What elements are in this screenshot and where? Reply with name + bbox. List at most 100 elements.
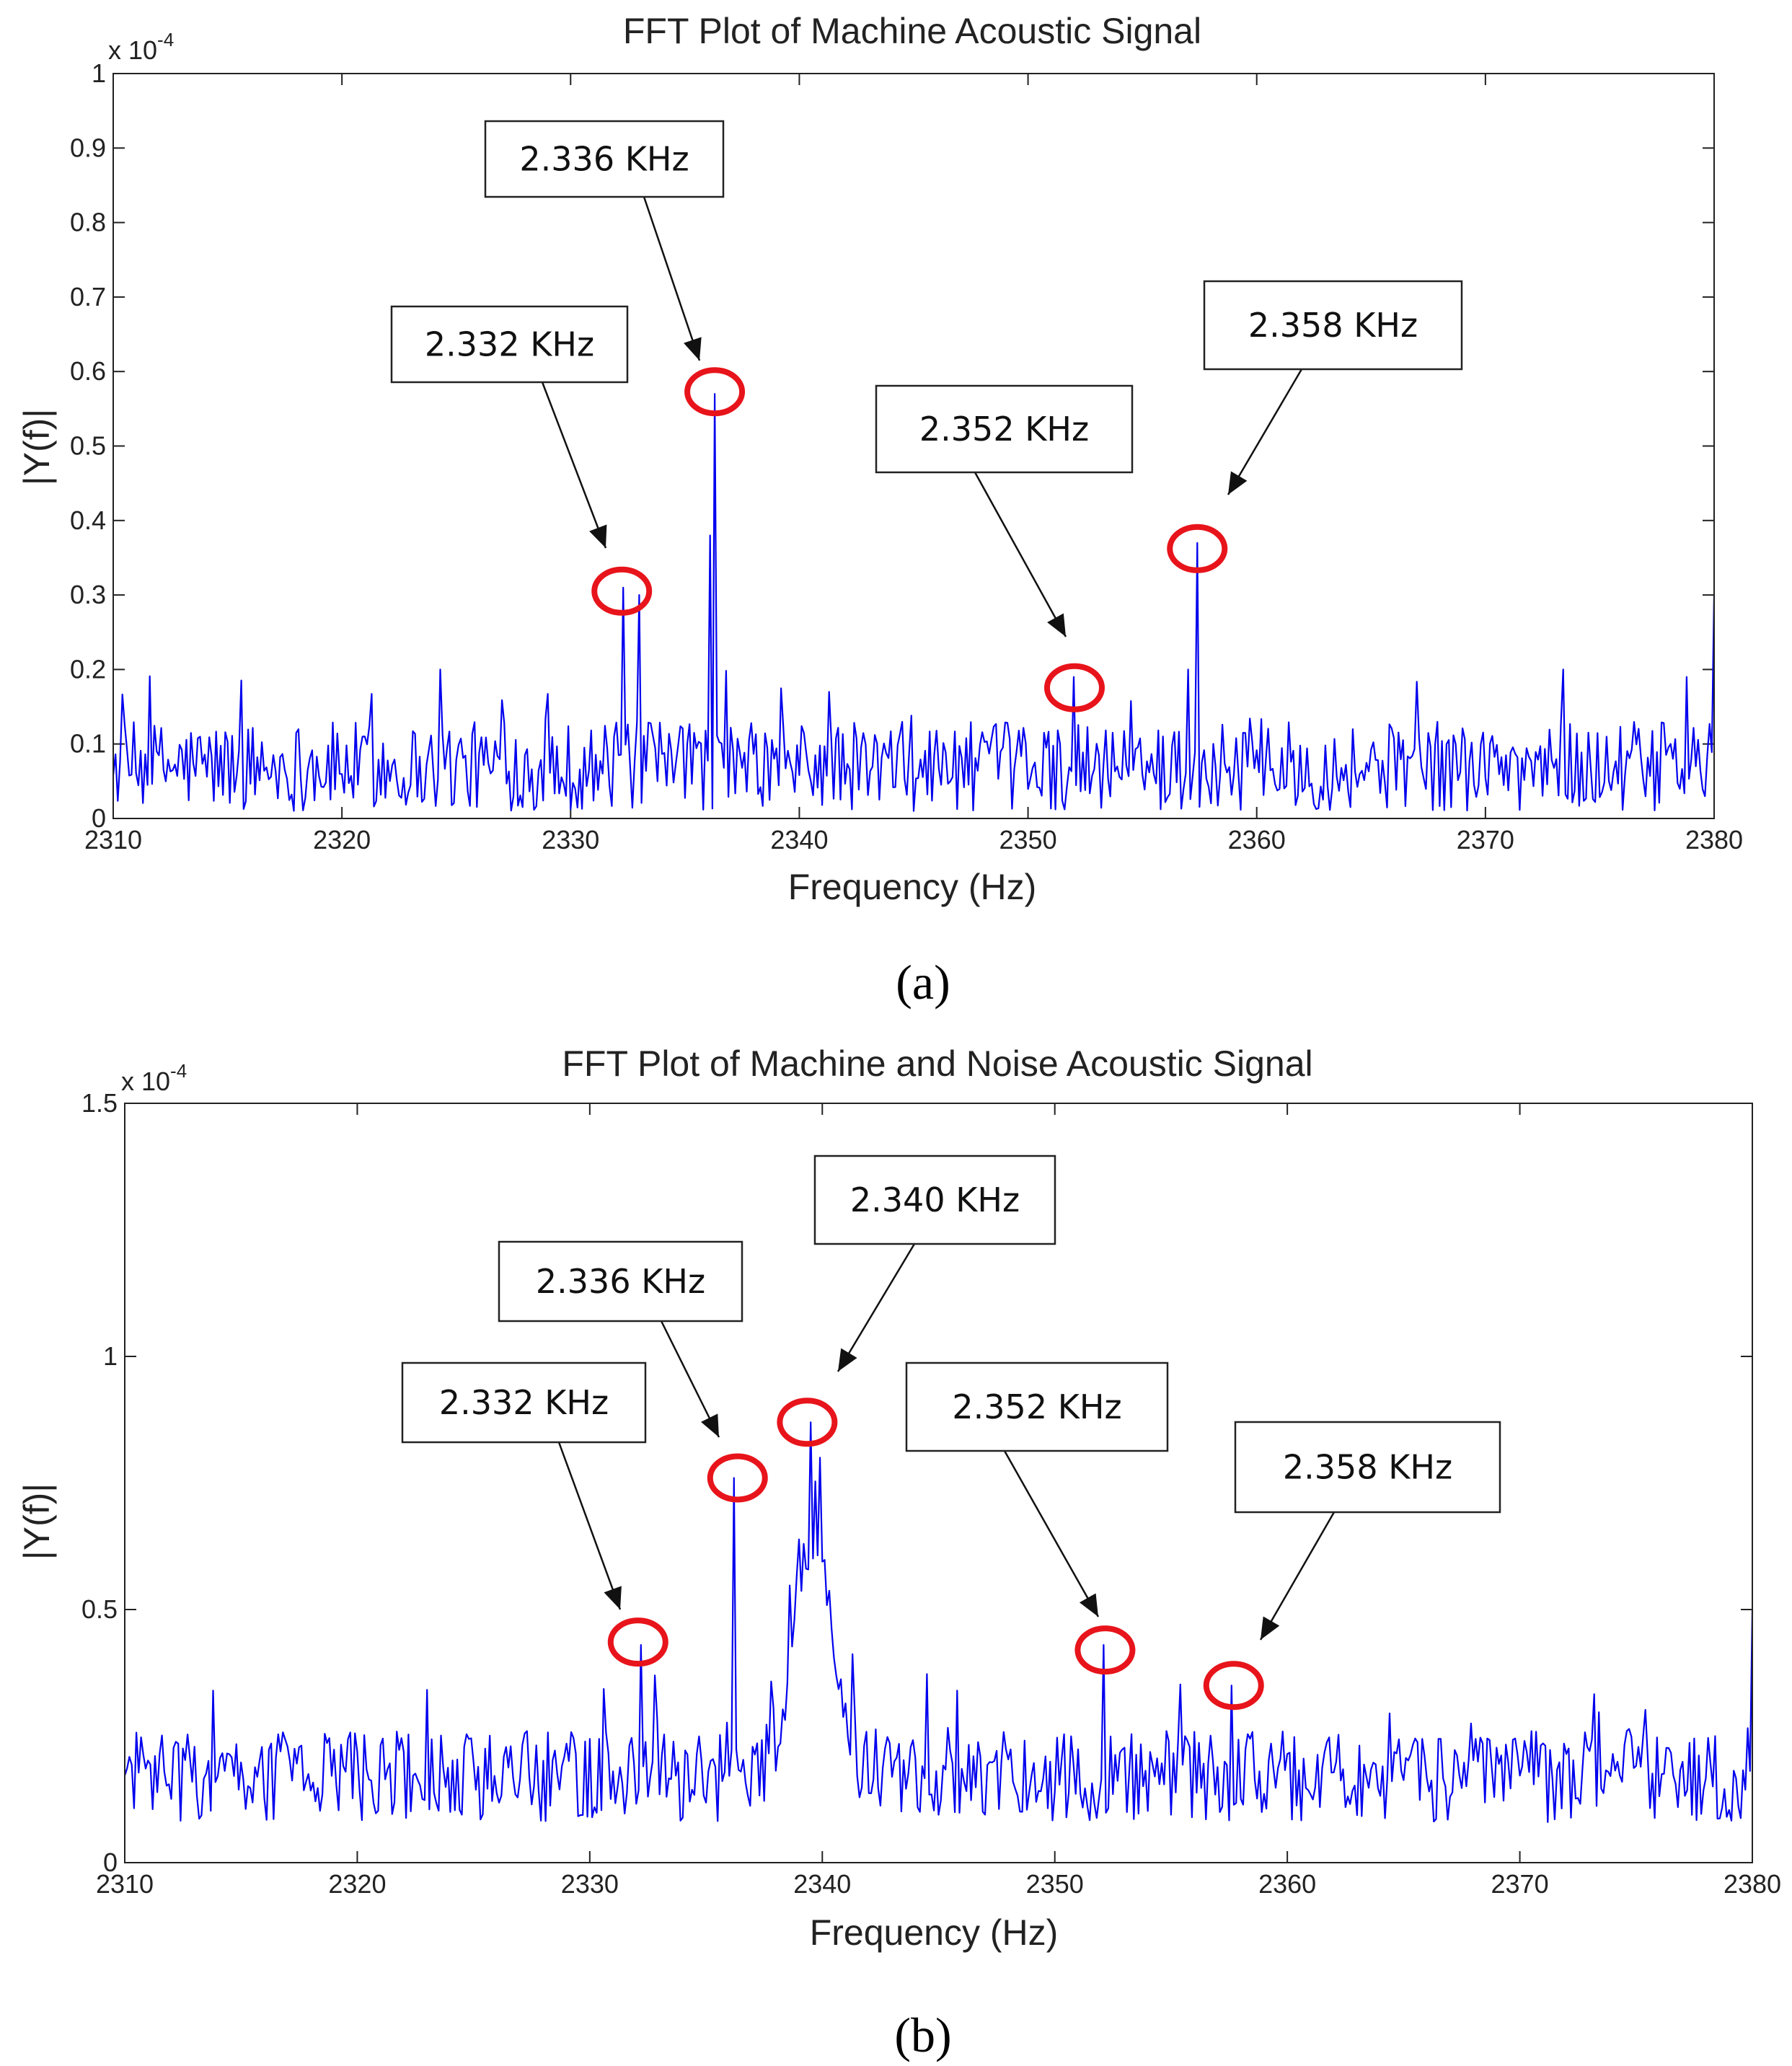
peak-annotation: 2.332 KHz	[390, 305, 653, 616]
peak-marker-circle	[1203, 1661, 1264, 1710]
x-tick-label: 2360	[1258, 1869, 1316, 1899]
x-tick-label: 2360	[1228, 825, 1286, 855]
chart-b-y-scale: x 10-4	[121, 1060, 187, 1096]
annotation-label: 2.336 KHz	[536, 1262, 705, 1301]
chart-a-series-line	[112, 393, 1716, 812]
y-tick-label: 0.9	[70, 133, 106, 162]
peak-marker-circle	[1044, 663, 1105, 712]
y-tick-label: 0.4	[70, 506, 106, 535]
chart-b-series	[123, 1421, 1754, 1823]
x-tick-label: 2310	[84, 825, 142, 855]
annotation-label: 2.358 KHz	[1248, 306, 1418, 345]
y-tick-label: 0.5	[81, 1594, 118, 1624]
chart-a-x-ticks: 2310 2320 2330 2340 2350 2360 2370 2380	[84, 74, 1743, 855]
y-tick-label: 0.5	[70, 431, 106, 461]
y-tick-label: 0.8	[70, 208, 106, 237]
peak-annotation: 2.336 KHz	[498, 1240, 768, 1503]
x-tick-label: 2350	[999, 825, 1057, 855]
chart-a: FFT Plot of Machine Acoustic Signal x 10…	[17, 11, 1743, 907]
x-tick-label: 2320	[313, 825, 371, 855]
annotation-box	[905, 1361, 1169, 1452]
peak-annotation: 2.332 KHz	[401, 1361, 668, 1667]
x-tick-label: 2380	[1723, 1869, 1781, 1899]
peak-annotation: 2.336 KHz	[484, 120, 746, 417]
y-tick-label: 0.2	[70, 654, 106, 684]
x-tick-label: 2320	[328, 1869, 386, 1899]
caption-b: (b)	[894, 2008, 951, 2062]
annotation-box	[875, 384, 1134, 474]
peak-marker-circle	[684, 367, 746, 417]
x-tick-label: 2330	[542, 825, 599, 855]
chart-a-title: FFT Plot of Machine Acoustic Signal	[623, 11, 1201, 51]
peak-annotation: 2.352 KHz	[875, 384, 1134, 712]
arrow-head	[1261, 1616, 1280, 1640]
chart-a-y-ticks: 0 0.1 0.2 0.3 0.4 0.5 0.6 0.7 0.8 0.9 1	[70, 58, 1714, 833]
chart-a-plot-frame	[112, 73, 1715, 819]
arrow-head	[838, 1348, 857, 1372]
y-tick-label: 1	[103, 1341, 118, 1371]
caption-a: (a)	[896, 955, 950, 1010]
arrow-head	[1079, 1593, 1098, 1617]
chart-b-x-ticks: 2310 2320 2330 2340 2350 2360 2370 2380	[96, 1103, 1781, 1899]
annotation-arrow	[541, 381, 607, 549]
peak-marker-circle	[1074, 1625, 1136, 1675]
annotation-label: 2.332 KHz	[425, 325, 594, 364]
annotation-label: 2.332 KHz	[439, 1383, 609, 1422]
chart-b-plot-frame	[124, 1103, 1753, 1863]
annotation-box	[1203, 280, 1463, 371]
y-tick-label: 0.6	[70, 356, 106, 386]
annotation-box	[813, 1155, 1056, 1245]
annotation-arrow	[1227, 368, 1303, 495]
chart-b-series-line	[123, 1421, 1754, 1823]
annotation-arrow	[837, 1243, 916, 1372]
peak-annotation: 2.340 KHz	[777, 1155, 1056, 1447]
x-tick-label: 2340	[770, 825, 828, 855]
peak-annotation: 2.358 KHz	[1167, 280, 1463, 573]
annotation-label: 2.352 KHz	[919, 410, 1089, 449]
annotation-arrow	[1259, 1511, 1336, 1641]
chart-b: FFT Plot of Machine and Noise Acoustic S…	[17, 1043, 1781, 1953]
y-tick-label: 0.7	[70, 282, 106, 312]
annotation-label: 2.352 KHz	[952, 1387, 1121, 1426]
x-tick-label: 2310	[96, 1869, 154, 1899]
peak-annotation: 2.358 KHz	[1203, 1421, 1501, 1710]
y-tick-label: 1	[92, 58, 106, 88]
peak-annotation: 2.352 KHz	[905, 1361, 1169, 1675]
y-tick-label: 0.1	[70, 729, 106, 759]
annotation-label: 2.336 KHz	[519, 140, 689, 179]
peak-marker-circle	[591, 566, 653, 616]
chart-a-series	[112, 393, 1716, 812]
chart-a-annotations: 2.336 KHz 2.332 KHz 2.352 KHz 2.358 KHz	[390, 120, 1463, 712]
annotation-arrow	[1003, 1450, 1100, 1617]
y-tick-label: 1.5	[81, 1088, 118, 1118]
arrow-head	[589, 524, 607, 548]
x-tick-label: 2370	[1457, 825, 1514, 855]
y-tick-label: 0	[103, 1848, 118, 1877]
peak-marker-circle	[607, 1617, 668, 1667]
x-tick-label: 2350	[1026, 1869, 1084, 1899]
annotation-box	[1234, 1421, 1501, 1514]
y-tick-label: 0.3	[70, 580, 106, 609]
peak-marker-circle	[1167, 524, 1228, 573]
arrow-head	[701, 1413, 719, 1437]
x-tick-label: 2370	[1491, 1869, 1549, 1899]
peak-marker-circle	[707, 1453, 768, 1503]
y-tick-label: 0	[92, 803, 106, 833]
chart-b-annotations: 2.340 KHz 2.336 KHz 2.332 KHz 2.352 KHz 2.35…	[401, 1155, 1501, 1710]
arrow-head	[684, 337, 702, 361]
annotation-box	[390, 305, 629, 384]
annotation-label: 2.358 KHz	[1283, 1448, 1452, 1487]
annotation-label: 2.340 KHz	[850, 1180, 1020, 1219]
chart-b-title: FFT Plot of Machine and Noise Acoustic S…	[562, 1043, 1312, 1084]
chart-a-y-axis-label: |Y(f)|	[17, 409, 57, 486]
annotation-arrow	[643, 196, 701, 361]
annotation-box	[498, 1240, 743, 1323]
x-tick-label: 2330	[561, 1869, 619, 1899]
chart-a-x-axis-label: Frequency (Hz)	[788, 867, 1037, 907]
x-tick-label: 2340	[793, 1869, 851, 1899]
x-tick-label: 2380	[1685, 825, 1743, 855]
arrow-head	[1047, 613, 1066, 637]
annotation-box	[484, 120, 725, 198]
chart-a-y-scale: x 10-4	[108, 29, 174, 65]
